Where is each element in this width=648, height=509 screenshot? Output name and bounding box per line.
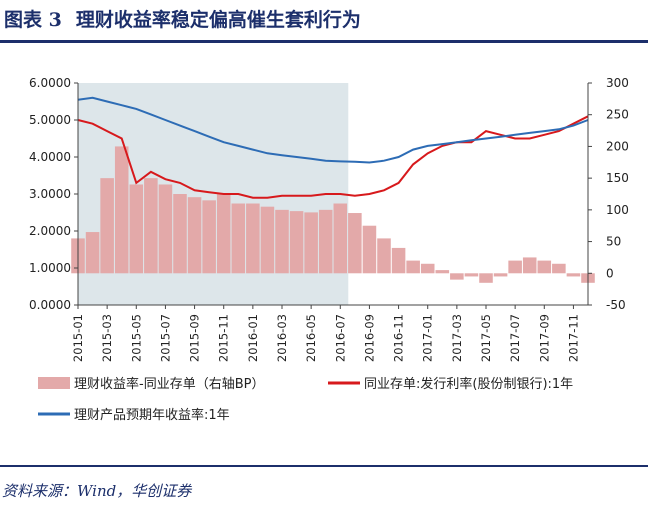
- area-bar: [420, 263, 435, 274]
- y-right-tick-label: 50: [606, 235, 621, 249]
- area-bar: [552, 263, 566, 274]
- x-tick-label: 2017-07: [508, 314, 522, 362]
- area-bar: [318, 209, 333, 274]
- x-tick-label: 2016-11: [392, 314, 406, 362]
- area-bar: [158, 184, 173, 274]
- x-tick-label: 2016-05: [304, 314, 318, 362]
- y-right-tick-label: 0: [606, 266, 614, 280]
- x-tick-label: 2015-09: [188, 314, 202, 362]
- y-right-tick-label: -50: [606, 298, 626, 312]
- area-bar: [566, 273, 581, 277]
- area-bar: [187, 197, 202, 274]
- area-bar: [100, 178, 114, 274]
- y-left-tick-label: 6.0000: [29, 76, 71, 90]
- legend-label-2: 同业存单:发行利率(股份制银行):1年: [364, 376, 573, 392]
- figure-label: 图表 3: [4, 9, 62, 31]
- source-rule: [0, 465, 648, 467]
- x-tick-label: 2015-03: [100, 314, 114, 362]
- x-tick-label: 2017-03: [450, 314, 464, 362]
- area-bar: [362, 225, 377, 274]
- x-tick-label: 2016-03: [275, 314, 289, 362]
- legend-label-1: 理财收益率-同业存单（右轴BP）: [74, 376, 264, 392]
- figure-title: 图表 3 理财收益率稳定偏高催生套利行为: [4, 6, 375, 34]
- area-bar: [246, 203, 260, 274]
- area-bar: [304, 212, 318, 274]
- y-left-tick-label: 0.0000: [29, 298, 71, 312]
- area-bar: [129, 184, 144, 274]
- area-bar: [464, 273, 479, 277]
- x-tick-label: 2016-01: [246, 314, 260, 362]
- x-tick-label: 2017-01: [421, 314, 435, 362]
- area-bar: [348, 213, 362, 274]
- y-left-tick-label: 1.0000: [29, 261, 71, 275]
- x-tick-label: 2015-05: [129, 314, 143, 362]
- area-bar: [377, 238, 391, 274]
- area-bar: [231, 203, 246, 274]
- title-rule: [0, 40, 648, 43]
- y-left-tick-label: 4.0000: [29, 150, 71, 164]
- area-bar: [391, 247, 406, 274]
- area-bar: [537, 260, 552, 274]
- y-right-tick-label: 250: [606, 108, 629, 122]
- x-tick-label: 2017-09: [537, 314, 551, 362]
- y-left-tick-label: 2.0000: [29, 224, 71, 238]
- legend-swatch-1: [38, 377, 70, 389]
- area-bar: [173, 194, 187, 274]
- area-bar: [508, 260, 522, 274]
- area-bar: [289, 211, 304, 274]
- y-right-tick-label: 150: [606, 171, 629, 185]
- y-left-tick-label: 5.0000: [29, 113, 71, 127]
- area-bar: [275, 209, 289, 274]
- area-bar: [333, 203, 348, 274]
- x-tick-label: 2016-09: [362, 314, 376, 362]
- y-right-tick-label: 100: [606, 203, 629, 217]
- area-bar: [85, 232, 100, 274]
- area-bar: [450, 273, 464, 280]
- source-note: 资料来源：Wind，华创证券: [2, 482, 192, 500]
- legend-label-3: 理财产品预期年收益率:1年: [74, 407, 230, 423]
- x-tick-label: 2017-05: [479, 314, 493, 362]
- y-right-tick-label: 200: [606, 139, 629, 153]
- area-bar: [406, 260, 420, 274]
- area-bar: [216, 194, 231, 274]
- area-bar: [479, 273, 493, 283]
- area-bar: [522, 257, 537, 274]
- x-tick-label: 2015-01: [71, 314, 85, 362]
- x-tick-label: 2015-11: [217, 314, 231, 362]
- y-left-tick-label: 3.0000: [29, 187, 71, 201]
- area-bar: [202, 200, 216, 274]
- x-tick-label: 2015-07: [158, 314, 172, 362]
- area-bar: [435, 270, 450, 274]
- x-tick-label: 2016-07: [333, 314, 347, 362]
- area-bar: [493, 273, 508, 277]
- series-line-2: [77, 96, 589, 164]
- figure-title-text: 理财收益率稳定偏高催生套利行为: [75, 9, 361, 31]
- area-bar: [144, 178, 158, 274]
- y-right-tick-label: 300: [606, 76, 629, 90]
- area-bar: [114, 146, 129, 274]
- x-tick-label: 2017-11: [566, 314, 580, 362]
- area-bar: [260, 206, 275, 274]
